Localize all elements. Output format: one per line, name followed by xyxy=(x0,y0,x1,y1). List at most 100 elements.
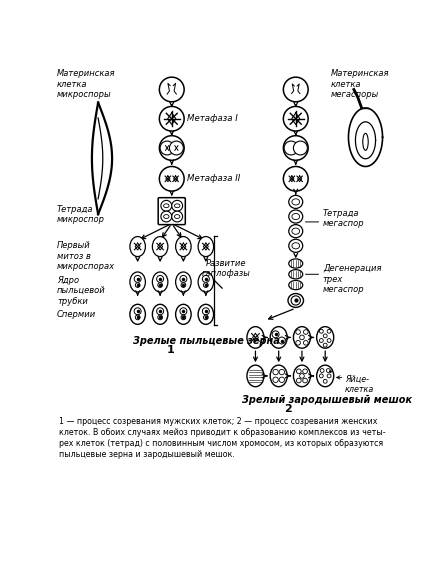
Ellipse shape xyxy=(293,327,310,348)
Ellipse shape xyxy=(289,280,303,290)
Ellipse shape xyxy=(176,237,191,256)
Ellipse shape xyxy=(152,305,168,324)
Ellipse shape xyxy=(152,272,168,292)
Circle shape xyxy=(134,308,141,315)
Circle shape xyxy=(293,141,307,155)
Circle shape xyxy=(297,378,301,383)
Circle shape xyxy=(161,211,172,222)
Text: Материнская
клетка
мегаспоры: Материнская клетка мегаспоры xyxy=(331,70,389,99)
Ellipse shape xyxy=(270,365,287,387)
Circle shape xyxy=(283,106,308,131)
Circle shape xyxy=(326,368,330,372)
Text: Тетрада
микроспор: Тетрада микроспор xyxy=(57,205,105,224)
Circle shape xyxy=(180,308,187,315)
Ellipse shape xyxy=(198,272,214,292)
Circle shape xyxy=(283,166,308,191)
Ellipse shape xyxy=(317,365,334,387)
Text: Дегенерация
трех
мегаспор: Дегенерация трех мегаспор xyxy=(323,264,381,294)
Circle shape xyxy=(172,200,182,211)
Circle shape xyxy=(202,276,209,282)
Ellipse shape xyxy=(130,237,145,256)
Circle shape xyxy=(304,341,308,345)
Ellipse shape xyxy=(292,228,300,234)
Ellipse shape xyxy=(288,294,304,307)
Circle shape xyxy=(172,211,182,222)
Circle shape xyxy=(272,331,279,338)
Ellipse shape xyxy=(130,272,145,292)
Polygon shape xyxy=(92,102,112,214)
Circle shape xyxy=(327,329,331,333)
Ellipse shape xyxy=(289,259,303,268)
Ellipse shape xyxy=(176,272,191,292)
Circle shape xyxy=(273,370,278,375)
Ellipse shape xyxy=(289,225,303,238)
Ellipse shape xyxy=(317,327,334,348)
Ellipse shape xyxy=(363,134,368,151)
Ellipse shape xyxy=(293,365,310,387)
Circle shape xyxy=(203,315,208,320)
Circle shape xyxy=(278,337,285,344)
Circle shape xyxy=(319,338,323,342)
Ellipse shape xyxy=(292,243,300,249)
Circle shape xyxy=(134,276,141,282)
Text: Зрелый зародышевый мешок: Зрелый зародышевый мешок xyxy=(242,395,412,405)
FancyBboxPatch shape xyxy=(158,198,185,225)
Circle shape xyxy=(327,338,331,342)
Text: 2: 2 xyxy=(284,405,292,414)
Ellipse shape xyxy=(198,305,214,324)
Circle shape xyxy=(320,368,324,372)
Text: Первый
митоз в
микроспорах: Первый митоз в микроспорах xyxy=(57,241,115,271)
Circle shape xyxy=(283,136,308,160)
Text: Ядро
пыльцевой
трубки: Ядро пыльцевой трубки xyxy=(57,276,106,306)
Circle shape xyxy=(159,136,184,160)
Circle shape xyxy=(296,330,301,335)
Ellipse shape xyxy=(289,269,303,279)
Circle shape xyxy=(300,335,304,340)
Circle shape xyxy=(279,377,285,383)
Circle shape xyxy=(284,141,298,155)
Circle shape xyxy=(161,200,172,211)
Circle shape xyxy=(158,315,163,320)
Circle shape xyxy=(135,315,140,320)
Circle shape xyxy=(279,370,285,375)
Ellipse shape xyxy=(289,210,303,223)
Ellipse shape xyxy=(174,204,180,208)
Circle shape xyxy=(297,369,301,374)
Text: Тетрада
мегаспор: Тетрада мегаспор xyxy=(323,209,365,228)
Ellipse shape xyxy=(130,305,145,324)
Circle shape xyxy=(157,276,163,282)
Circle shape xyxy=(203,283,208,288)
Circle shape xyxy=(158,283,163,288)
Ellipse shape xyxy=(270,327,287,348)
Circle shape xyxy=(170,141,183,155)
Circle shape xyxy=(159,166,184,191)
Circle shape xyxy=(181,283,186,288)
Text: Зрелые пыльцевые зерна: Зрелые пыльцевые зерна xyxy=(133,336,280,346)
Circle shape xyxy=(323,334,327,338)
Text: 1 — процесс созревания мужских клеток; 2 — процесс созревания женских
клеток. В : 1 — процесс созревания мужских клеток; 2… xyxy=(59,417,386,459)
Ellipse shape xyxy=(163,204,169,208)
Circle shape xyxy=(159,106,184,131)
Text: Спермии: Спермии xyxy=(57,311,96,319)
Circle shape xyxy=(319,374,323,378)
Circle shape xyxy=(157,308,163,315)
Ellipse shape xyxy=(247,365,264,387)
Polygon shape xyxy=(349,108,383,166)
Text: Развитие
гаплофазы: Развитие гаплофазы xyxy=(202,259,250,278)
Circle shape xyxy=(160,141,174,155)
Circle shape xyxy=(135,283,140,288)
Circle shape xyxy=(291,296,301,305)
Ellipse shape xyxy=(292,213,300,220)
Circle shape xyxy=(304,330,308,335)
Circle shape xyxy=(283,77,308,102)
Ellipse shape xyxy=(292,199,300,205)
Text: Яйце-
клетка: Яйце- клетка xyxy=(345,374,374,394)
Ellipse shape xyxy=(198,237,214,256)
Circle shape xyxy=(180,276,187,282)
Circle shape xyxy=(296,341,301,345)
Ellipse shape xyxy=(176,305,191,324)
Circle shape xyxy=(323,379,327,383)
Circle shape xyxy=(303,378,307,383)
Circle shape xyxy=(327,374,331,378)
Polygon shape xyxy=(356,122,376,159)
